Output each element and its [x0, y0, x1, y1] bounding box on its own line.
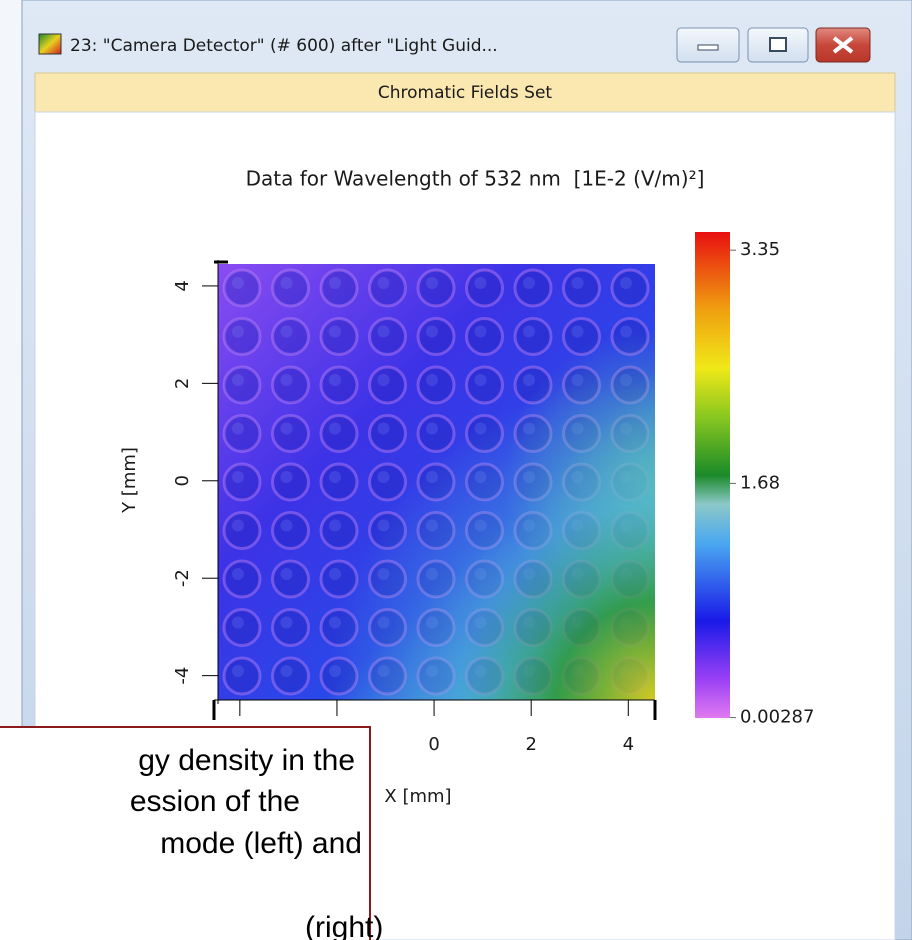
callout-line: ession of the	[130, 785, 300, 818]
window-icon	[38, 33, 62, 55]
y-tick-label: -2	[172, 569, 193, 587]
colorbar-tick-label: 0.00287	[740, 707, 814, 728]
close-button[interactable]	[815, 27, 871, 63]
panel-header	[34, 72, 896, 113]
y-tick-label: 0	[172, 475, 193, 486]
callout: gy density in the ession of the mode (le…	[0, 726, 383, 940]
x-axis-label: X [mm]	[384, 786, 451, 807]
x-tick-label: 2	[525, 734, 536, 755]
callout-line: (right)	[305, 911, 383, 940]
callout-line: gy density in the	[138, 744, 355, 777]
y-tick-label: -4	[172, 667, 193, 685]
x-tick-label: 4	[623, 734, 634, 755]
y-axis-label: Y [mm]	[119, 447, 140, 514]
colorbar-tick-label: 3.35	[740, 239, 780, 260]
y-tick-label: 2	[172, 378, 193, 389]
minimize-button[interactable]	[676, 27, 740, 63]
colorbar	[695, 232, 730, 718]
y-tick-label: 4	[172, 280, 193, 291]
window-title: 23: "Camera Detector" (# 600) after "Lig…	[70, 36, 498, 56]
x-tick-label: 0	[428, 734, 439, 755]
colorbar-tick-label: 1.68	[740, 472, 780, 493]
callout-line: mode (left) and	[160, 827, 362, 860]
maximize-button[interactable]	[747, 27, 809, 63]
plot-title: Data for Wavelength of 532 nm [1E-2 (V/m…	[246, 167, 705, 191]
heatmap	[218, 264, 655, 700]
panel-title: Chromatic Fields Set	[378, 83, 553, 103]
